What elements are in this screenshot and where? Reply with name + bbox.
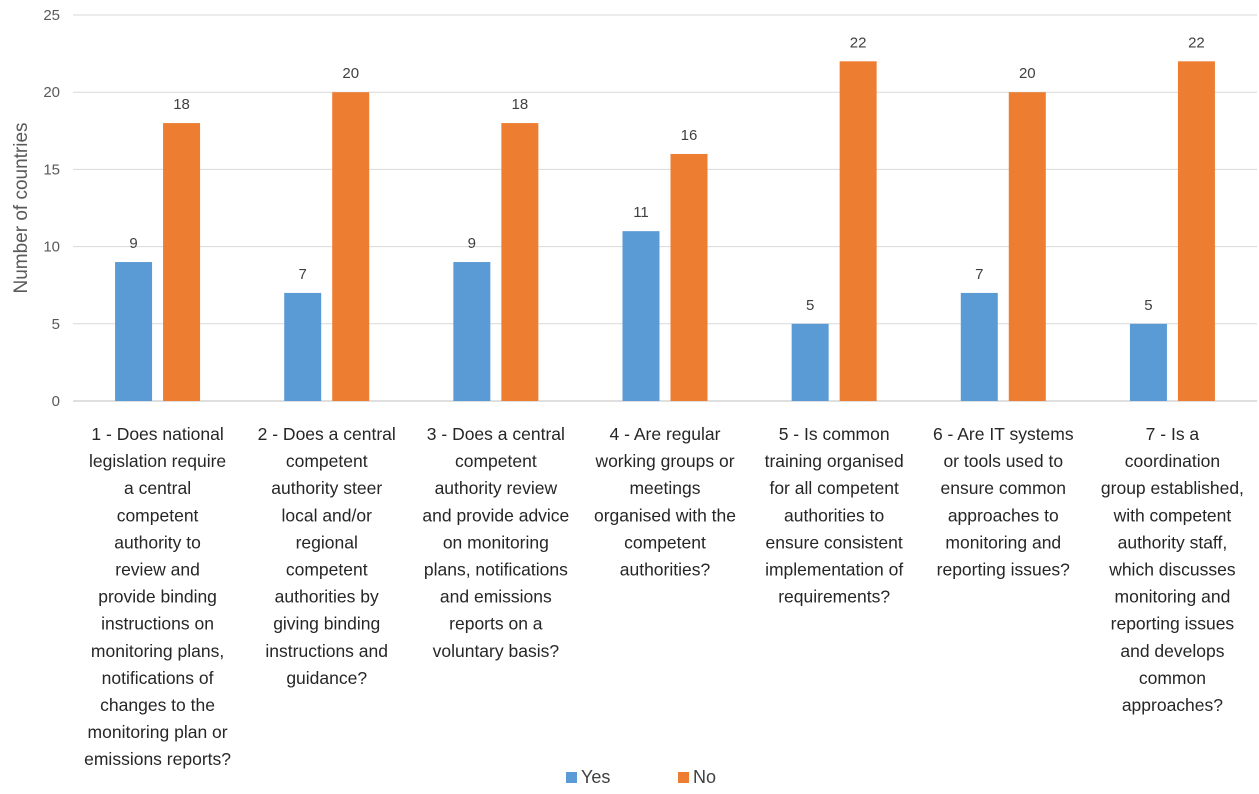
data-label: 5 [806, 297, 814, 314]
bar-yes-6 [960, 292, 998, 401]
category-label-6: 6 - Are IT systems or tools used to ensure… [933, 424, 1074, 580]
data-label: 9 [129, 235, 137, 252]
y-axis-ticks: 0 5 10 15 20 25 [43, 7, 60, 410]
category-label-7: 7 - Is a coordination group established, wi… [1101, 424, 1244, 715]
y-tick-label: 10 [43, 239, 60, 256]
data-labels: 9 7 9 11 5 7 5 18 20 18 16 22 20 22 [129, 34, 1204, 313]
category-label-3: 3 - Does a central competent authority rev… [422, 424, 569, 661]
gridlines [73, 14, 1257, 402]
legend-label-yes: Yes [581, 767, 610, 787]
data-label: 18 [173, 96, 190, 113]
bar-yes-5 [791, 323, 829, 401]
y-tick-label: 5 [52, 316, 60, 333]
bar-no-4 [670, 153, 708, 401]
data-label: 5 [1144, 297, 1152, 314]
bar-no-7 [1177, 61, 1215, 401]
y-tick-label: 15 [43, 161, 60, 178]
legend-label-no: No [693, 767, 716, 787]
data-label: 22 [1188, 34, 1205, 51]
bar-yes-4 [622, 231, 660, 401]
data-label: 20 [1019, 65, 1036, 82]
y-axis-label: Number of countries [11, 122, 32, 293]
category-label-1: 1 - Does national legislation require a ce… [84, 424, 231, 769]
data-label: 11 [633, 204, 649, 221]
bar-yes-7 [1129, 323, 1167, 401]
legend-swatch-no [678, 772, 689, 783]
bar-no-6 [1008, 92, 1046, 401]
y-tick-label: 0 [52, 393, 60, 410]
category-labels: 1 - Does national legislation require a ce… [84, 424, 1244, 769]
data-label: 16 [681, 127, 698, 144]
bar-yes-3 [453, 262, 491, 401]
bars [115, 61, 1215, 401]
y-tick-label: 20 [43, 84, 60, 101]
bar-no-5 [839, 61, 877, 401]
category-label-4: 4 - Are regular working groups or meetings… [594, 424, 736, 580]
data-label: 22 [850, 34, 867, 51]
legend-swatch-yes [566, 772, 577, 783]
category-label-5: 5 - Is common training organised for all c… [765, 424, 904, 607]
legend: Yes No [566, 767, 716, 787]
bar-yes-2 [284, 292, 322, 401]
data-label: 18 [512, 96, 529, 113]
data-label: 7 [299, 266, 307, 283]
bar-no-3 [501, 123, 539, 401]
data-label: 20 [342, 65, 359, 82]
bar-no-1 [163, 123, 201, 401]
y-tick-label: 25 [43, 7, 60, 24]
data-label: 9 [468, 235, 476, 252]
bar-no-2 [332, 92, 370, 401]
bar-yes-1 [115, 262, 153, 401]
data-label: 7 [975, 266, 983, 283]
category-label-2: 2 - Does a central competent authority ste… [258, 424, 396, 688]
